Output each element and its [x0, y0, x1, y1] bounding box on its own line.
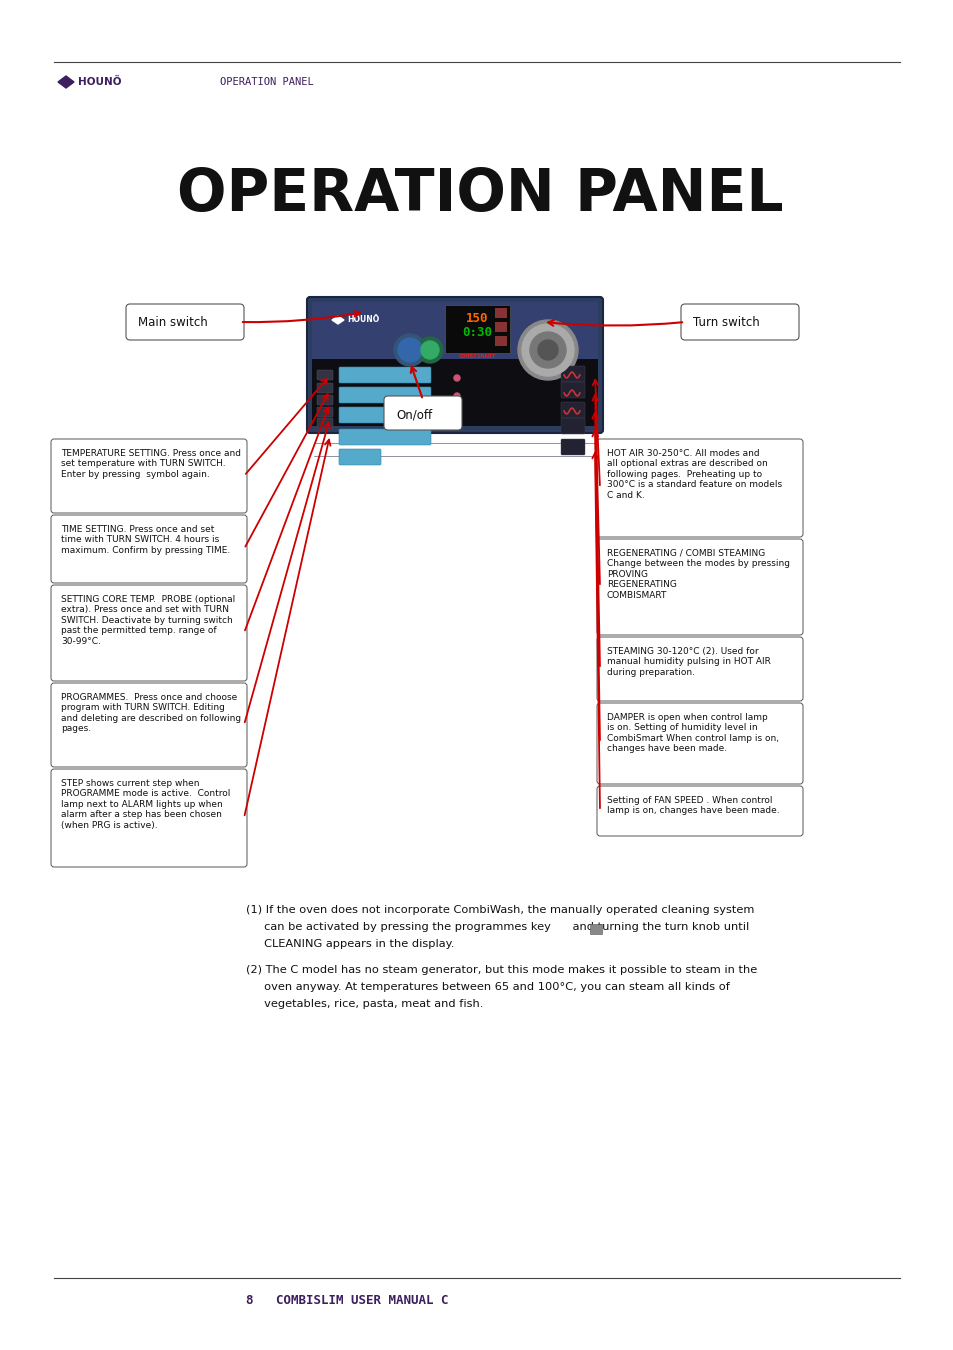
FancyBboxPatch shape	[444, 305, 510, 352]
Circle shape	[521, 324, 574, 377]
FancyBboxPatch shape	[312, 359, 598, 427]
Circle shape	[454, 375, 459, 381]
Text: CLEANING appears in the display.: CLEANING appears in the display.	[246, 940, 454, 949]
FancyBboxPatch shape	[126, 304, 244, 340]
FancyBboxPatch shape	[307, 297, 602, 433]
FancyBboxPatch shape	[51, 439, 247, 513]
Text: STEP shows current step when
PROGRAMME mode is active.  Control
lamp next to ALA: STEP shows current step when PROGRAMME m…	[61, 779, 230, 830]
FancyBboxPatch shape	[680, 304, 799, 340]
Text: oven anyway. At temperatures between 65 and 100°C, you can steam all kinds of: oven anyway. At temperatures between 65 …	[246, 981, 729, 992]
Text: DAMPER is open when control lamp
is on. Setting of humidity level in
CombiSmart : DAMPER is open when control lamp is on. …	[606, 713, 779, 753]
FancyBboxPatch shape	[560, 439, 584, 455]
FancyBboxPatch shape	[316, 383, 333, 393]
FancyBboxPatch shape	[316, 418, 333, 428]
Text: OPERATION PANEL: OPERATION PANEL	[176, 166, 782, 224]
Text: 0:30: 0:30	[461, 327, 492, 339]
FancyBboxPatch shape	[384, 396, 461, 431]
FancyBboxPatch shape	[312, 302, 598, 360]
FancyBboxPatch shape	[597, 539, 802, 634]
FancyBboxPatch shape	[51, 769, 247, 867]
FancyBboxPatch shape	[495, 336, 506, 346]
Circle shape	[454, 410, 459, 417]
Circle shape	[420, 342, 438, 359]
FancyBboxPatch shape	[495, 308, 506, 319]
Text: COMBISMART: COMBISMART	[457, 355, 496, 359]
FancyBboxPatch shape	[560, 418, 584, 433]
FancyBboxPatch shape	[597, 786, 802, 836]
FancyBboxPatch shape	[51, 683, 247, 767]
Text: On/off: On/off	[395, 408, 432, 421]
Text: HOUNÖ: HOUNÖ	[347, 316, 379, 324]
Text: can be activated by pressing the programmes key      and turning the turn knob u: can be activated by pressing the program…	[246, 922, 748, 931]
Text: (1) If the oven does not incorporate CombiWash, the manually operated cleaning s: (1) If the oven does not incorporate Com…	[246, 904, 754, 915]
FancyBboxPatch shape	[338, 387, 431, 404]
Text: REGENERATING / COMBI STEAMING
Change between the modes by pressing
PROVING
REGEN: REGENERATING / COMBI STEAMING Change bet…	[606, 549, 789, 599]
Circle shape	[394, 333, 426, 366]
FancyBboxPatch shape	[495, 323, 506, 332]
Text: (2) The C model has no steam generator, but this mode makes it possible to steam: (2) The C model has no steam generator, …	[246, 965, 757, 975]
Polygon shape	[332, 316, 344, 324]
Text: 150: 150	[465, 312, 488, 325]
Text: TEMPERATURE SETTING. Press once and
set temperature with TURN SWITCH.
Enter by p: TEMPERATURE SETTING. Press once and set …	[61, 450, 241, 479]
Text: Turn switch: Turn switch	[692, 316, 759, 329]
Text: SETTING CORE TEMP.  PROBE (optional
extra). Press once and set with TURN
SWITCH.: SETTING CORE TEMP. PROBE (optional extra…	[61, 595, 235, 645]
FancyBboxPatch shape	[51, 514, 247, 583]
Circle shape	[397, 338, 421, 362]
Text: OPERATION PANEL: OPERATION PANEL	[220, 77, 314, 86]
FancyBboxPatch shape	[560, 366, 584, 382]
Text: STEAMING 30-120°C (2). Used for
manual humidity pulsing in HOT AIR
during prepar: STEAMING 30-120°C (2). Used for manual h…	[606, 647, 770, 676]
Circle shape	[530, 332, 565, 369]
FancyBboxPatch shape	[338, 450, 380, 464]
FancyBboxPatch shape	[589, 923, 601, 934]
FancyBboxPatch shape	[316, 406, 333, 417]
FancyBboxPatch shape	[338, 429, 431, 446]
FancyBboxPatch shape	[338, 367, 431, 383]
FancyBboxPatch shape	[560, 402, 584, 418]
Polygon shape	[58, 76, 74, 88]
FancyBboxPatch shape	[597, 703, 802, 784]
FancyBboxPatch shape	[338, 406, 431, 423]
Circle shape	[537, 340, 558, 360]
Text: HOT AIR 30-250°C. All modes and
all optional extras are described on
following p: HOT AIR 30-250°C. All modes and all opti…	[606, 450, 781, 500]
Text: TIME SETTING. Press once and set
time with TURN SWITCH. 4 hours is
maximum. Conf: TIME SETTING. Press once and set time wi…	[61, 525, 230, 555]
FancyBboxPatch shape	[597, 637, 802, 701]
FancyBboxPatch shape	[316, 370, 333, 379]
Text: Setting of FAN SPEED . When control
lamp is on, changes have been made.: Setting of FAN SPEED . When control lamp…	[606, 796, 779, 815]
Text: 8   COMBISLIM USER MANUAL C: 8 COMBISLIM USER MANUAL C	[246, 1293, 448, 1307]
Circle shape	[517, 320, 578, 379]
Text: HOUNÖ: HOUNÖ	[78, 77, 121, 86]
FancyBboxPatch shape	[316, 396, 333, 405]
Circle shape	[416, 338, 442, 363]
Text: Main switch: Main switch	[138, 316, 208, 329]
Circle shape	[454, 393, 459, 400]
Text: PROGRAMMES.  Press once and choose
program with TURN SWITCH. Editing
and deletin: PROGRAMMES. Press once and choose progra…	[61, 693, 241, 733]
FancyBboxPatch shape	[560, 382, 584, 398]
FancyBboxPatch shape	[51, 585, 247, 680]
Text: vegetables, rice, pasta, meat and fish.: vegetables, rice, pasta, meat and fish.	[246, 999, 483, 1008]
FancyBboxPatch shape	[597, 439, 802, 537]
